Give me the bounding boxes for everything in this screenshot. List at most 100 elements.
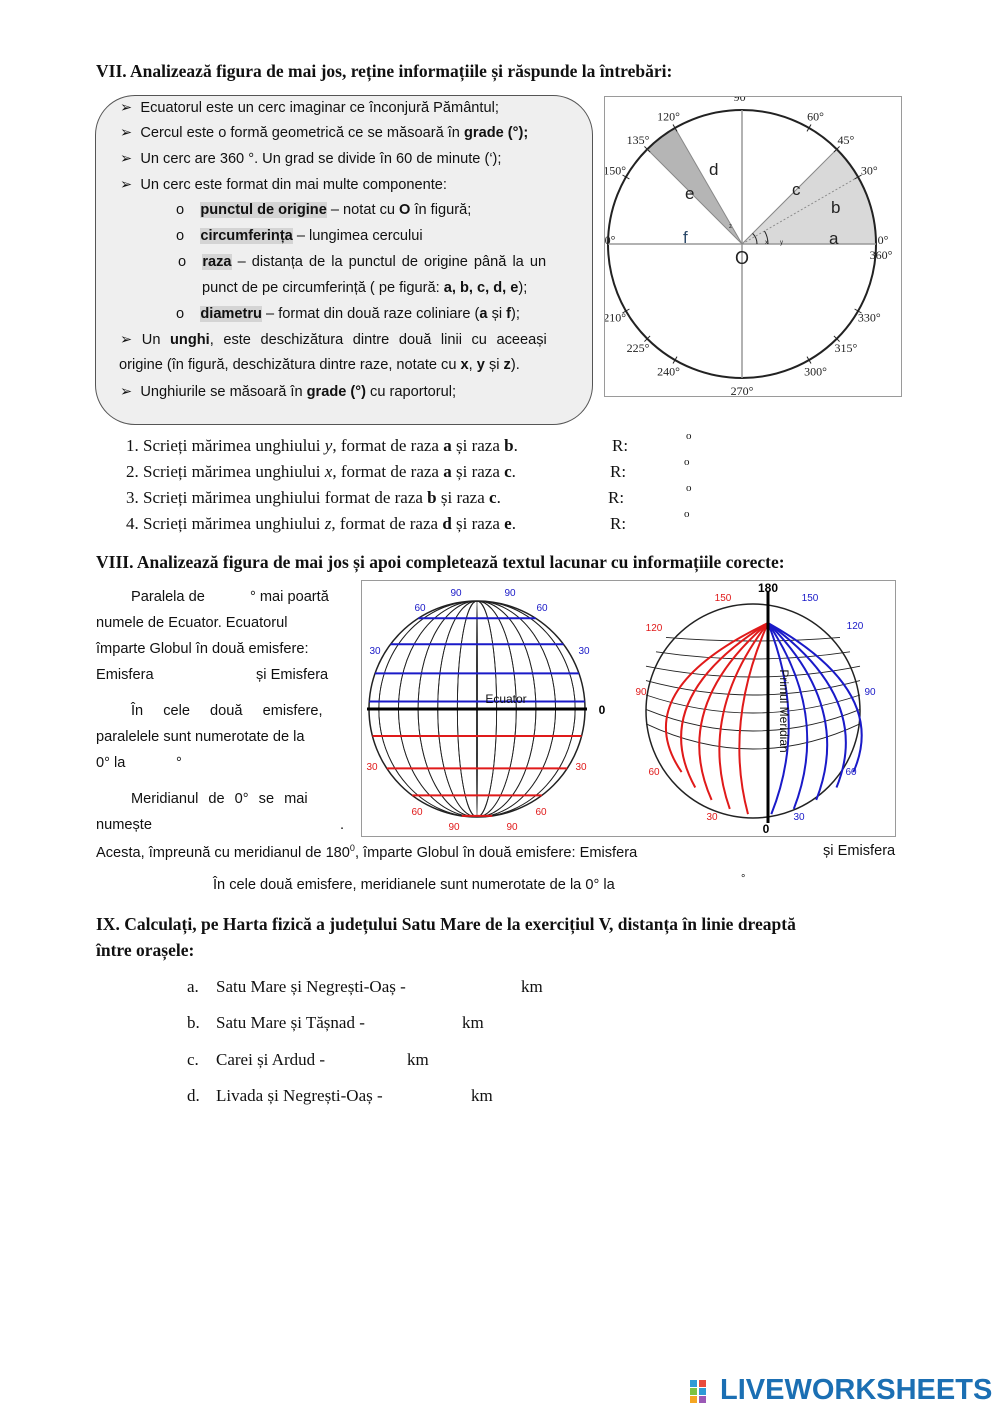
circle-svg: 90° 60° 45° 30° 0°360° 120° 135° 150° 180° 210° 22… <box>593 90 893 398</box>
bullet-text: Cercul este o formă geometrică ce se măs… <box>140 125 464 141</box>
distance-input[interactable] <box>392 1013 462 1035</box>
radius-name: c <box>489 488 497 507</box>
prime-meridian-name-input[interactable] <box>165 817 339 839</box>
item-letter: b. <box>187 1013 200 1032</box>
text: cu raportorul; <box>366 384 457 400</box>
tick-mark <box>854 308 862 314</box>
tick-mark <box>854 174 862 180</box>
text: Unghiurile se măsoară în <box>140 384 307 400</box>
meridian-max-input[interactable] <box>688 877 740 899</box>
question-text: și raza <box>451 462 505 481</box>
text: ). <box>510 357 520 373</box>
west-meridian <box>665 622 769 773</box>
bullet-bold: grade (°); <box>463 125 529 141</box>
longitude-label-west: 60 <box>648 767 660 778</box>
latitude-label-south: 60 <box>535 807 547 818</box>
distance-input[interactable] <box>442 977 521 999</box>
text-line: Paralela de <box>131 589 205 605</box>
east-meridian <box>767 622 809 810</box>
question-text: , format de raza <box>332 436 444 455</box>
latitude-label-north: 90 <box>450 588 462 599</box>
shaded-sector-z <box>647 127 742 244</box>
question-row: 2. Scrieți mărimea unghiului x, format de… <box>126 462 516 482</box>
text: , este deschizătura dintre două linii cu… <box>209 332 547 348</box>
text: grade (°) <box>306 384 366 400</box>
west-meridian <box>718 622 769 810</box>
angle-answer-input[interactable] <box>638 436 686 458</box>
latitude-label-south: 90 <box>506 822 518 833</box>
angle-variable: x <box>324 462 333 481</box>
text-line: Meridianul de 0° se mai <box>131 791 308 807</box>
latitude-label-north: 90 <box>504 588 516 599</box>
angle-y-arc <box>764 230 769 245</box>
angle-variable: y <box>324 436 333 455</box>
text-line: și Emisfera <box>823 843 896 859</box>
distance-input[interactable] <box>414 1086 471 1108</box>
radius-name: b <box>504 436 514 455</box>
east-meridian <box>767 622 790 815</box>
radius-name: e <box>504 514 512 533</box>
distance-input[interactable] <box>342 1050 407 1072</box>
text: x <box>460 357 469 373</box>
sub-bullet-origin: o punctul de origine – notat cu O în fig… <box>176 202 472 218</box>
shaded-sector-xy <box>742 149 876 244</box>
degree-label: 90° <box>734 97 751 104</box>
radius-name: d <box>442 514 452 533</box>
answer-label: R: <box>610 462 627 481</box>
logo-text: LIVEWORKSHEETS <box>720 1374 993 1406</box>
degree-sign: o <box>684 456 690 468</box>
sub-bullet-radius: o raza – distanța de la punctul de origi… <box>178 254 547 270</box>
question-number: 1. <box>126 436 139 455</box>
tick-mark <box>672 124 678 132</box>
hemisphere-2-input[interactable] <box>96 690 345 712</box>
hemisphere-4-input[interactable] <box>96 866 210 888</box>
latitude-label-south: 30 <box>366 762 378 773</box>
sub-bullet-diameter: o diametru – format din două raze colini… <box>176 306 520 322</box>
item-text: Carei și Ardud - <box>216 1050 326 1069</box>
text: z <box>503 357 511 373</box>
degree-label: 225° <box>627 341 650 355</box>
question-number: 3. <box>126 488 139 507</box>
parallel-degree-input[interactable] <box>218 589 252 611</box>
info-box <box>95 95 593 425</box>
angle-answer-input[interactable] <box>634 488 682 510</box>
text-line: numește <box>96 817 152 833</box>
east-meridian <box>767 622 847 788</box>
radius-c <box>741 148 838 245</box>
radius-name: b <box>427 488 437 507</box>
longitude-label-east: 150 <box>802 593 819 604</box>
unit-label: km <box>521 977 543 996</box>
angle-y: y <box>780 240 783 246</box>
parallel-max-input[interactable] <box>135 755 177 777</box>
hemisphere-1-input[interactable] <box>162 667 254 689</box>
degree-label: 360° <box>870 248 893 262</box>
question-text: , format de raza <box>331 514 443 533</box>
degree-label: 150° <box>605 164 626 178</box>
angle-answer-input[interactable] <box>636 462 684 484</box>
latitude-label-north: 30 <box>578 646 590 657</box>
parallel-line <box>645 723 861 750</box>
degree-sign: o <box>684 508 690 520</box>
angle-x: x <box>765 240 768 246</box>
text: Acesta, împreună cu meridianul de 180 <box>96 844 350 861</box>
text-line: împarte Globul în două emisfere: <box>96 641 309 657</box>
question-row: 1. Scrieți mărimea unghiului y, format de… <box>126 436 518 456</box>
question-text: Scrieți mărimea unghiului format de raza <box>143 488 428 507</box>
bullet-5-line2: origine (în figură, deschizătura dintre … <box>119 357 520 373</box>
term: circumferința <box>200 228 293 244</box>
text-line: În cele două emisfere, <box>131 703 323 719</box>
text: f <box>506 306 512 322</box>
circle-diagram: 90° 60° 45° 30° 0°360° 120° 135° 150° 180° 210° 22… <box>593 90 902 398</box>
hemisphere-3-input[interactable] <box>722 843 821 865</box>
tick-mark <box>644 146 651 153</box>
item-text: Satu Mare și Tășnad - <box>216 1013 365 1032</box>
angle-answer-input[interactable] <box>636 514 684 536</box>
superscript: 0 <box>349 843 355 853</box>
text: ); <box>518 280 528 296</box>
bullet-text: Un cerc este format din mai multe compon… <box>140 177 447 193</box>
bullet-text: Un cerc are 360 °. Un grad se divide în … <box>140 151 502 167</box>
text: punct de pe circumferință ( pe figură: <box>202 280 444 296</box>
text: unghi <box>170 332 210 348</box>
radius-d <box>674 127 743 245</box>
bullet-2: ➢ Cercul este o formă geometrică ce se m… <box>120 125 529 141</box>
